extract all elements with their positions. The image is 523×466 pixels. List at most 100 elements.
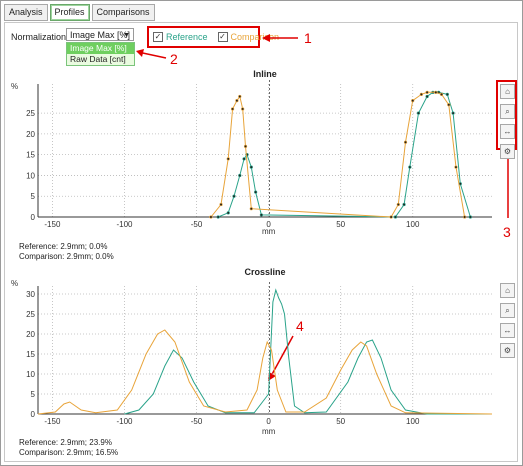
x-tick-label: -150 (44, 220, 61, 229)
profiles-panel (4, 22, 518, 462)
data-point-comparison (238, 94, 242, 99)
data-point-comparison (434, 90, 438, 94)
data-point-comparison (411, 99, 415, 103)
crossline-xlabel: mm (262, 427, 276, 436)
x-tick-label: 0 (266, 417, 271, 426)
data-point-comparison (389, 215, 393, 219)
crossline-chart-title: Crossline (244, 267, 286, 277)
home-icon[interactable]: ⌂ (500, 283, 515, 298)
data-point-reference (216, 215, 220, 219)
y-tick-label: 15 (26, 151, 35, 160)
x-tick-label: 100 (406, 417, 420, 426)
normalization-select[interactable]: Image Max [%] ▼ (66, 28, 134, 41)
y-tick-label: 10 (26, 370, 35, 379)
y-tick-label: 5 (31, 390, 36, 399)
callout-number-2: 2 (170, 51, 178, 67)
data-point-comparison (454, 165, 458, 169)
option-raw-data[interactable]: Raw Data [cnt] (70, 54, 126, 64)
y-tick-label: 20 (26, 130, 35, 139)
tab-profiles[interactable]: Profiles (49, 4, 90, 21)
x-tick-label: -150 (44, 417, 61, 426)
data-point-reference (242, 157, 246, 161)
settings-icon[interactable]: ⚙ (500, 343, 515, 358)
home-icon[interactable]: ⌂ (500, 84, 515, 99)
callout-number-4: 4 (296, 318, 304, 334)
normalization-dropdown: Image Max [%] Raw Data [cnt] (66, 42, 135, 66)
data-point-reference (402, 202, 406, 207)
comparison-checkbox[interactable]: ✓ (217, 32, 228, 42)
data-point-comparison (463, 215, 467, 219)
reference-checkbox-label: Reference (166, 32, 208, 42)
crossline-toolbar: ⌂ ⌕ ↔ ⚙ (500, 283, 515, 363)
normalization-selected-value: Image Max [%] (70, 30, 131, 40)
data-point-comparison (439, 92, 444, 96)
y-tick-label: 30 (26, 290, 35, 299)
data-point-reference (226, 211, 230, 215)
option-image-max[interactable]: Image Max [%] (67, 43, 134, 54)
data-point-comparison (403, 140, 408, 144)
y-tick-label: 15 (26, 350, 35, 359)
data-point-comparison (447, 103, 451, 107)
zoom-icon[interactable]: ⌕ (500, 104, 515, 119)
data-point-reference (468, 215, 472, 219)
series-checkboxes: ✓ Reference ✓ Comparison (153, 32, 279, 42)
y-tick-label: 25 (26, 310, 35, 319)
callout-arrow-2 (136, 49, 167, 59)
data-point-comparison (230, 107, 235, 111)
data-point-comparison (235, 99, 239, 103)
series-line-reference (124, 288, 492, 415)
inline-ylabel: % (11, 82, 19, 91)
data-point-reference (408, 165, 412, 169)
tab-analysis[interactable]: Analysis (4, 4, 48, 21)
data-point-reference (238, 173, 242, 178)
x-tick-label: 100 (406, 220, 420, 229)
x-tick-label: 50 (336, 417, 345, 426)
callout-arrow-1 (262, 34, 298, 42)
data-point-reference (393, 215, 398, 219)
data-point-reference (425, 94, 429, 99)
y-tick-label: 0 (31, 410, 36, 419)
x-tick-label: -50 (191, 220, 203, 229)
data-point-reference (416, 111, 421, 115)
series-line-comparison (37, 329, 493, 415)
tab-bar: Analysis Profiles Comparisons (4, 4, 155, 21)
x-tick-label: -100 (116, 417, 133, 426)
data-point-comparison (226, 157, 230, 161)
y-tick-label: 25 (26, 109, 35, 118)
pan-icon[interactable]: ↔ (500, 323, 515, 338)
data-point-reference (451, 111, 455, 115)
x-tick-label: 0 (266, 220, 271, 229)
data-point-comparison (396, 202, 400, 207)
callout-number-3: 3 (503, 224, 511, 240)
zoom-icon[interactable]: ⌕ (500, 303, 515, 318)
x-tick-label: -100 (116, 220, 133, 229)
data-point-reference (254, 190, 258, 194)
data-point-reference (445, 92, 449, 96)
inline-chart-title: Inline (253, 69, 277, 79)
data-point-comparison (209, 215, 213, 219)
data-point-comparison (243, 144, 248, 148)
crossline-ylabel: % (11, 279, 19, 288)
data-point-comparison (419, 92, 423, 96)
x-tick-label: 50 (336, 220, 345, 229)
inline-comparison-info: Comparison: 2.9mm; 0.0% (19, 252, 114, 261)
pan-icon[interactable]: ↔ (500, 124, 515, 139)
settings-icon[interactable]: ⚙ (500, 144, 515, 159)
tab-comparisons[interactable]: Comparisons (91, 4, 155, 21)
data-point-reference (259, 213, 263, 217)
inline-xlabel: mm (262, 227, 276, 236)
x-tick-label: -50 (191, 417, 203, 426)
data-point-comparison (249, 207, 253, 211)
annotation-box-checkboxes (147, 26, 260, 48)
reference-checkbox[interactable]: ✓ (153, 32, 163, 42)
inline-toolbar: ⌂ ⌕ ↔ ⚙ (500, 84, 515, 164)
data-point-comparison (241, 107, 245, 111)
crossline-comparison-info: Comparison: 2.9mm; 16.5% (19, 448, 119, 457)
crossline-reference-info: Reference: 2.9mm; 23.9% (19, 438, 112, 447)
data-point-comparison (219, 202, 223, 207)
inline-reference-info: Reference: 2.9mm; 0.0% (19, 242, 108, 251)
data-point-reference (249, 165, 253, 169)
data-point-reference (232, 194, 236, 198)
